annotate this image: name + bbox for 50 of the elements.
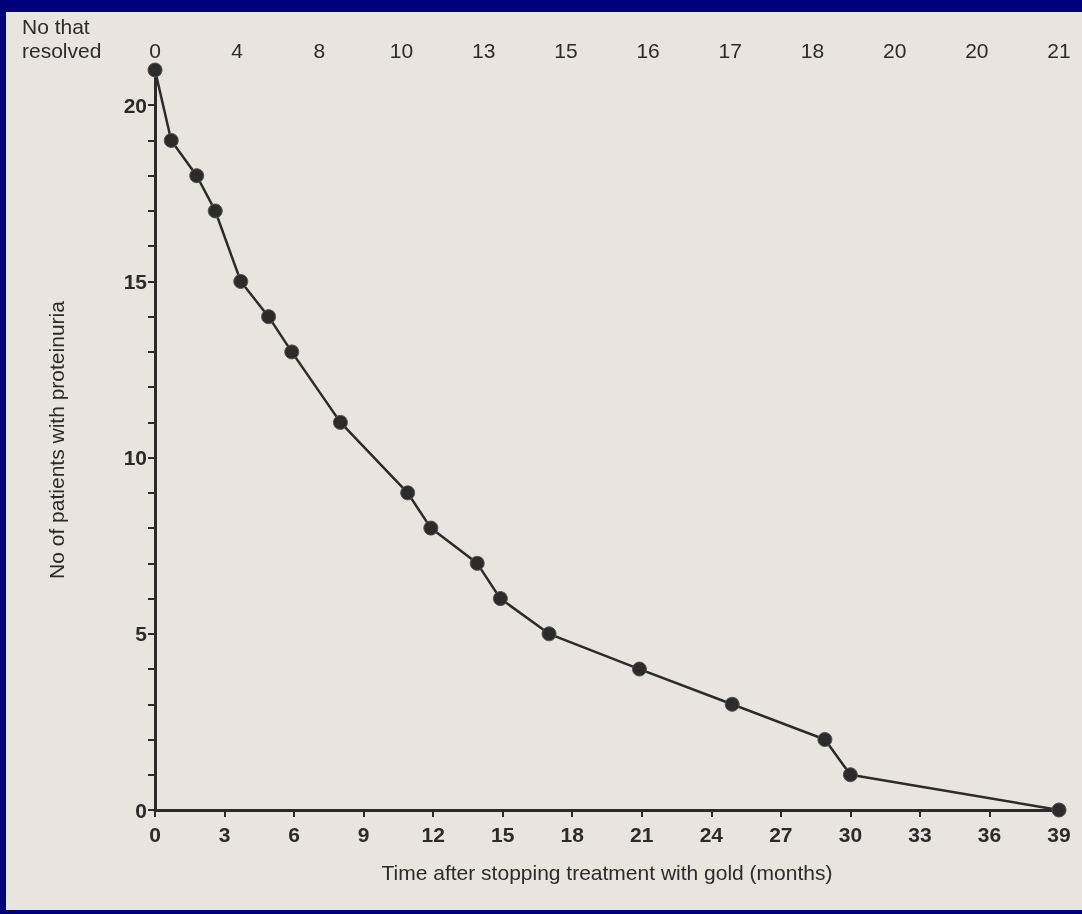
x-tick-label: 36 (977, 823, 1002, 846)
x-tick-label: 12 (421, 823, 445, 846)
point (469, 555, 485, 571)
y-axis-title: No of patients with proteinuria (45, 300, 68, 579)
point (189, 168, 205, 184)
x-tick-label: 6 (288, 823, 300, 846)
text: 15 (554, 38, 578, 62)
x-tick-label: 30 (838, 823, 863, 846)
x-tick-label: 24 (699, 823, 724, 846)
point (423, 520, 439, 536)
text: 20 (882, 38, 907, 62)
text: 21 (1047, 38, 1071, 62)
point (261, 309, 277, 325)
x-axis-title: Time after stopping treatment with gold (months) (381, 861, 833, 884)
y-tick-label: 20 (123, 93, 147, 117)
x-tick-label: 33 (908, 823, 932, 846)
point (400, 485, 416, 501)
text: 20 (965, 38, 989, 62)
x-tick-label: 3 (218, 823, 231, 846)
point (207, 203, 223, 219)
y-tick-label: 5 (135, 622, 148, 646)
point (163, 132, 179, 148)
point (541, 626, 557, 642)
x-tick-label: 39 (1047, 823, 1071, 846)
text: 13 (472, 38, 496, 62)
text: 4 (231, 38, 244, 62)
y-tick-label: 10 (123, 446, 147, 470)
x-tick-label: 15 (491, 823, 515, 846)
point (147, 62, 163, 78)
x-tick-label: 27 (769, 823, 793, 846)
x-tick-label: 18 (560, 823, 585, 846)
point (233, 273, 249, 289)
point (1051, 802, 1067, 818)
point (631, 661, 647, 677)
y-tick-label: 0 (135, 798, 147, 822)
x-tick-label: 21 (630, 823, 654, 846)
point (842, 767, 858, 783)
point (724, 696, 740, 712)
text: 8 (313, 38, 326, 62)
y-tick-label: 15 (123, 269, 148, 293)
x-tick-label: 9 (357, 823, 370, 846)
point (492, 591, 508, 607)
point (817, 732, 833, 748)
text: No that resolved (22, 14, 102, 62)
point (284, 344, 300, 360)
text: 17 (718, 38, 742, 62)
point (332, 414, 348, 430)
text: 18 (800, 38, 825, 62)
text: 10 (389, 38, 414, 62)
text: 16 (636, 38, 660, 62)
